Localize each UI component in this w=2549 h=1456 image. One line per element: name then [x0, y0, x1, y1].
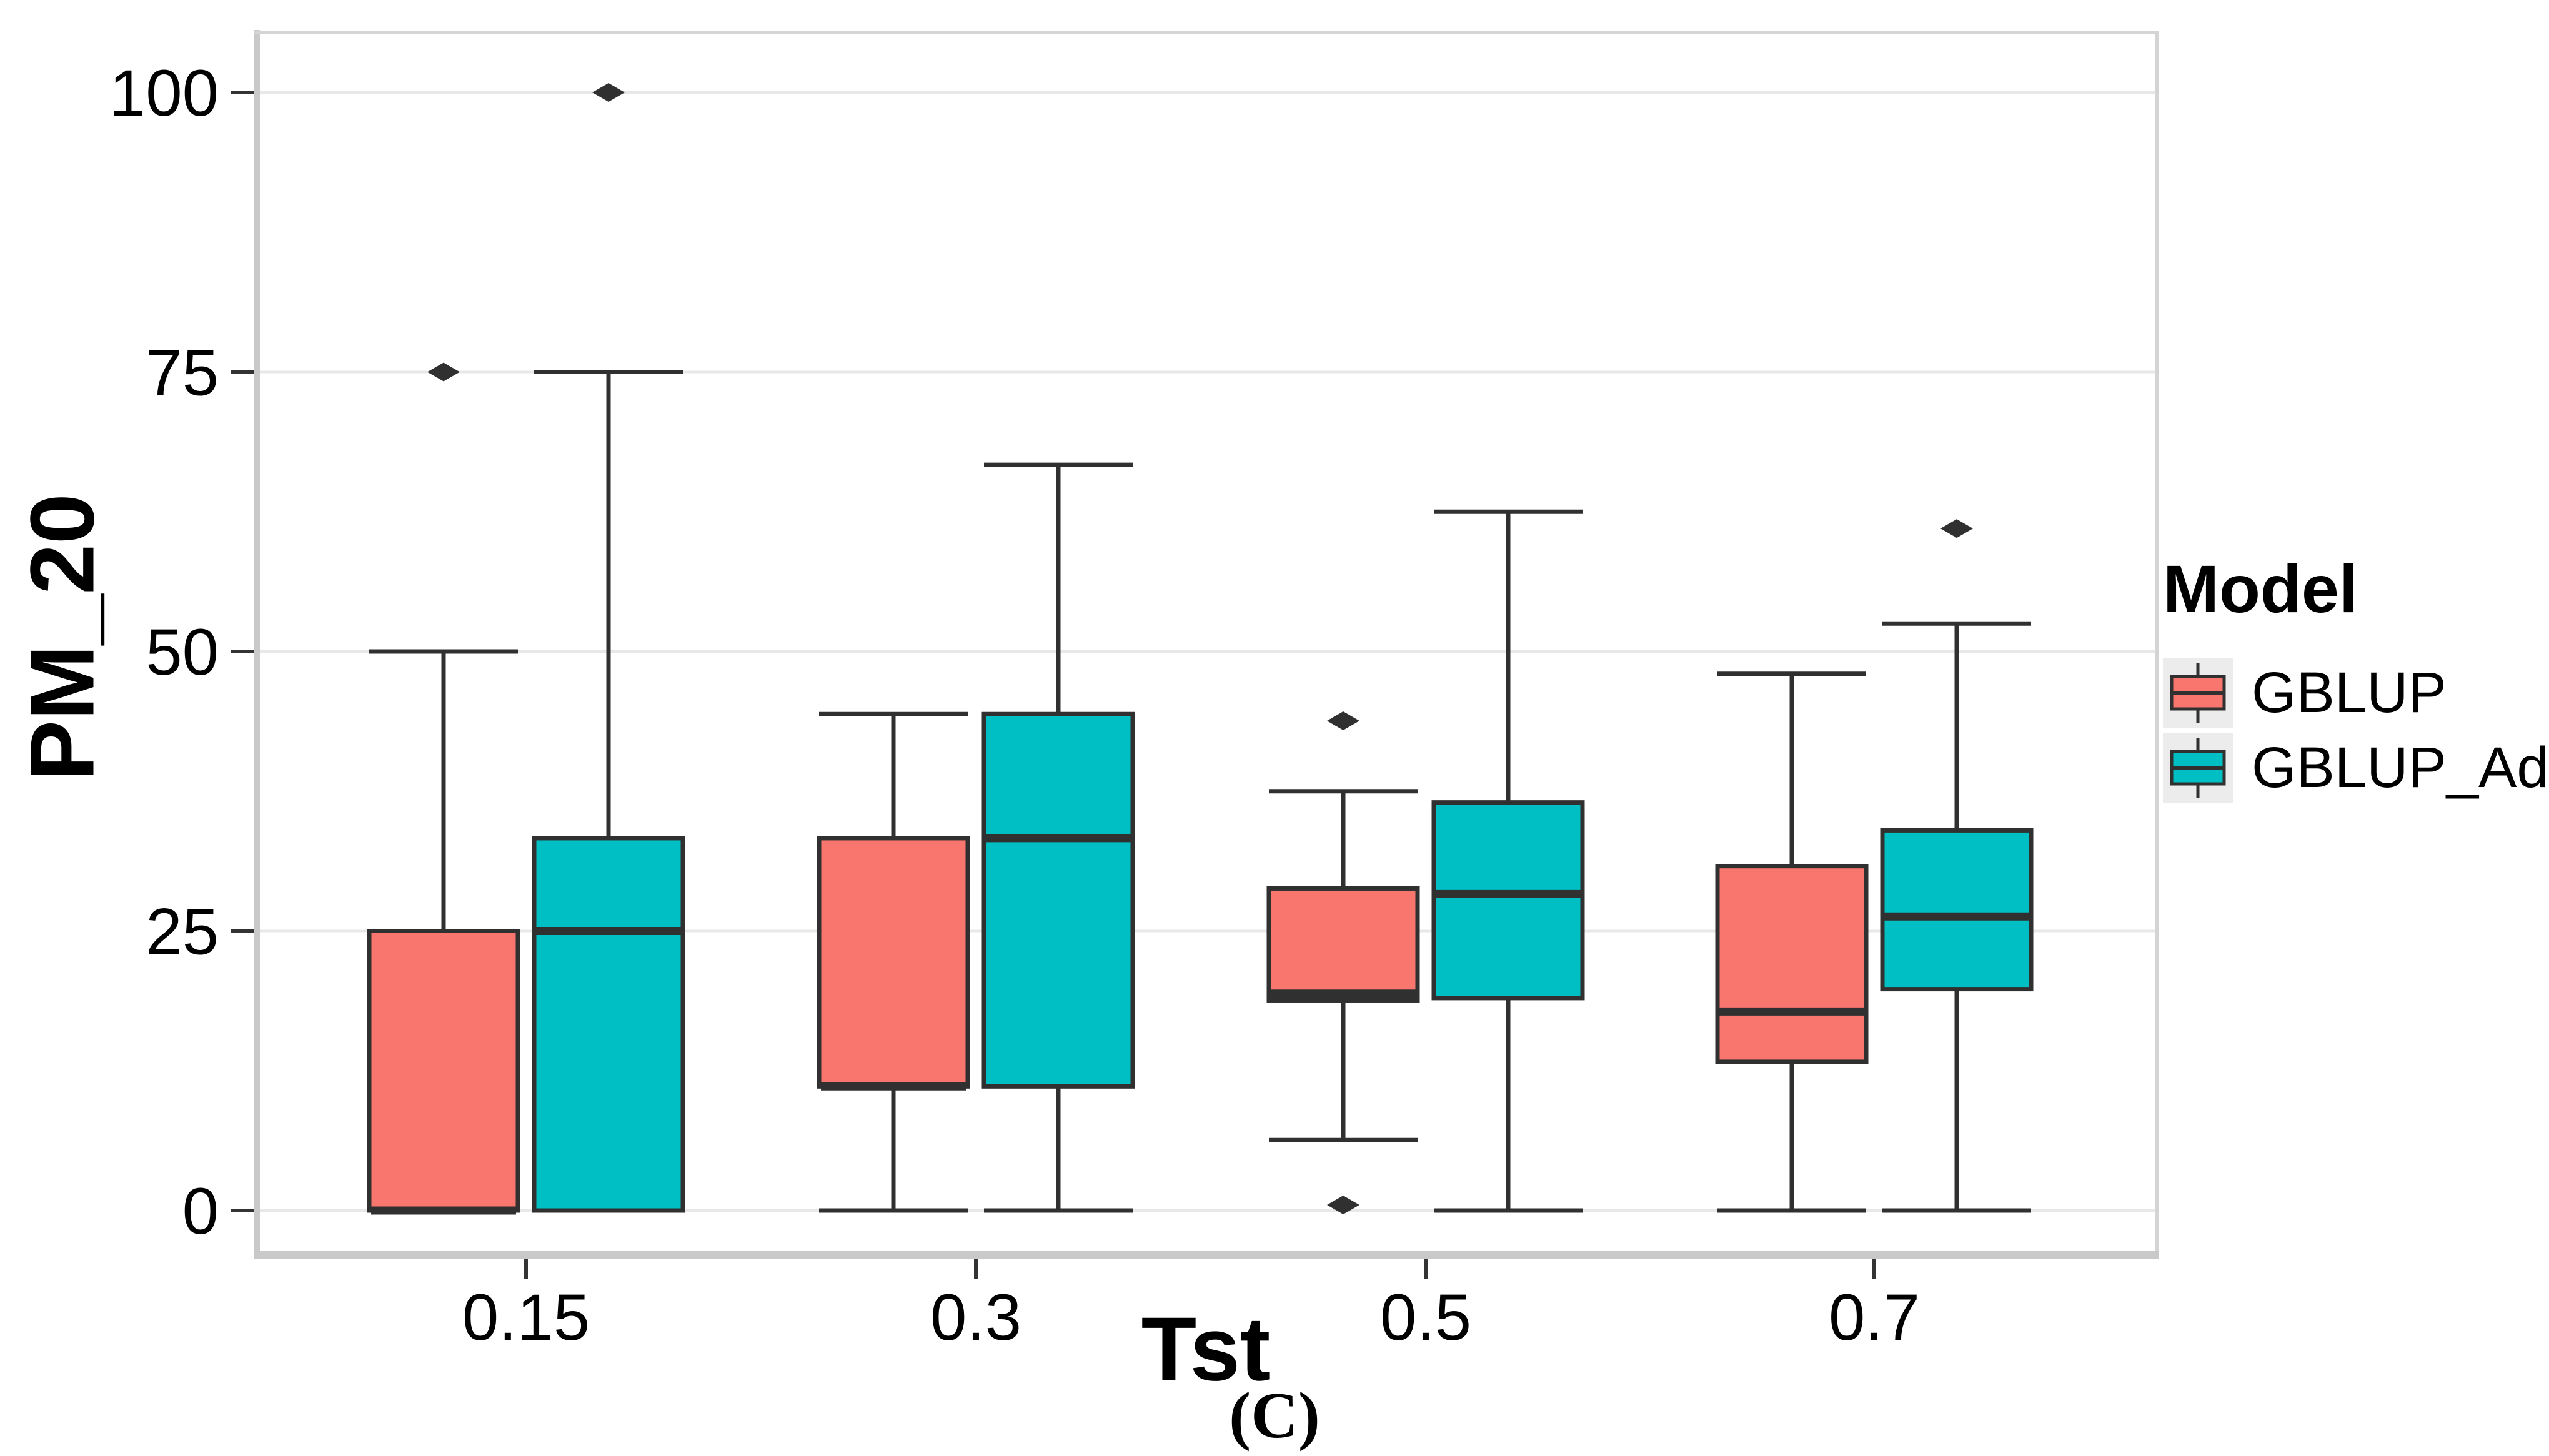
- legend-label-gblup-ad: GBLUP_Ad: [2252, 735, 2549, 800]
- boxplot-GBLUP-0.7: [1715, 671, 1869, 1213]
- iqr-box: [817, 836, 970, 1089]
- legend-title: Model: [2163, 551, 2358, 626]
- x-tick-label: 0.3: [930, 1281, 1021, 1354]
- y-axis-title: PM_20: [11, 493, 113, 781]
- boxplot-GBLUP_Ad-0.15: [532, 83, 685, 1213]
- legend: Model GBLUP GBLUP_A: [2163, 550, 2549, 808]
- legend-entry-gblup: GBLUP: [2163, 658, 2549, 728]
- x-tick-label: 0.7: [1829, 1281, 1920, 1354]
- boxplot-GBLUP-0.5: [1266, 711, 1420, 1215]
- outlier-point: [592, 83, 625, 102]
- iqr-box: [981, 711, 1135, 1089]
- outlier-point: [427, 362, 460, 382]
- boxplot-GBLUP_Ad-0.3: [981, 462, 1135, 1213]
- iqr-box: [532, 836, 685, 1213]
- outlier-point: [1327, 711, 1359, 730]
- legend-label-gblup: GBLUP: [2252, 660, 2447, 725]
- x-axis-line: [254, 1251, 2159, 1259]
- y-tick-label: 50: [146, 616, 219, 689]
- outlier-point: [1940, 519, 1973, 538]
- iqr-box: [1715, 864, 1869, 1064]
- y-axis-line: [254, 30, 260, 1259]
- outlier-point: [1327, 1196, 1359, 1215]
- legend-key-boxplot-icon: [2163, 658, 2233, 728]
- boxplot-GBLUP_Ad-0.5: [1431, 509, 1585, 1213]
- x-tick-label: 0.5: [1380, 1281, 1471, 1354]
- y-tick-label: 25: [146, 896, 219, 969]
- legend-entry-gblup-ad: GBLUP_Ad: [2163, 733, 2549, 803]
- legend-key-boxplot-icon: [2163, 733, 2233, 803]
- iqr-box: [1431, 800, 1585, 1001]
- figure-caption: (C): [1229, 1379, 1320, 1452]
- iqr-box: [367, 929, 520, 1213]
- y-tick-label: 0: [182, 1175, 219, 1248]
- y-tick-label: 75: [146, 337, 219, 410]
- x-axis-title: Tst: [1141, 1298, 1271, 1400]
- boxplot-GBLUP_Ad-0.7: [1880, 519, 2034, 1213]
- boxplot-GBLUP-0.15: [367, 362, 520, 1215]
- x-tick-label: 0.15: [462, 1281, 590, 1354]
- iqr-box: [1266, 886, 1420, 1003]
- iqr-box: [1880, 828, 2034, 992]
- boxplot-GBLUP-0.3: [817, 711, 970, 1213]
- y-tick-label: 100: [109, 57, 219, 130]
